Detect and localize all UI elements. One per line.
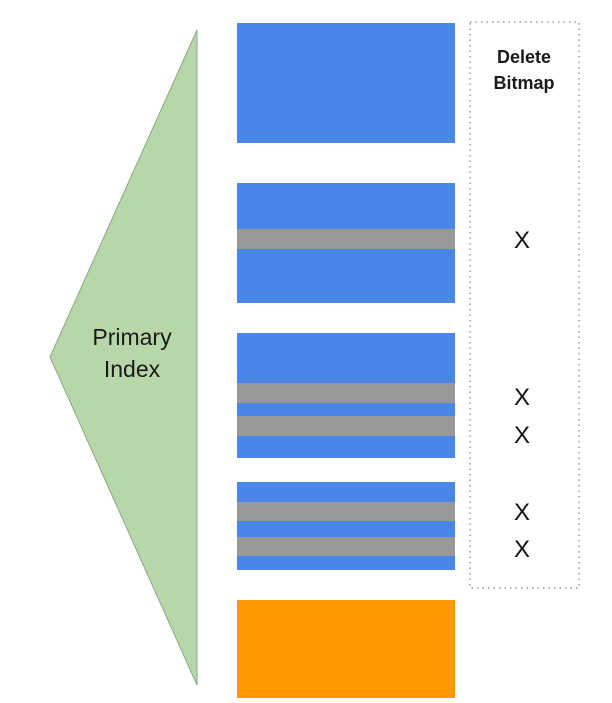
block-2-delete-mark-1: X: [514, 227, 530, 254]
delete-bitmap-title-line1: Delete: [497, 47, 551, 67]
block-2-deleted-row: [237, 229, 455, 249]
block-4-body: [237, 482, 455, 570]
block-3-delete-mark-2: X: [514, 422, 530, 449]
block-3-deleted-row-1: [237, 383, 455, 403]
block-4-delete-mark-1: X: [514, 499, 530, 526]
delete-bitmap-title-line2: Bitmap: [493, 73, 554, 93]
block-1: [237, 23, 455, 143]
block-3-deleted-row-2: [237, 416, 455, 436]
block-4-deleted-row-2: [237, 537, 455, 556]
block-4-delete-mark-2: X: [514, 536, 530, 563]
block-3: X X: [237, 333, 530, 458]
block-5: [237, 600, 455, 698]
block-5-body: [237, 600, 455, 698]
block-4: X X: [237, 482, 530, 570]
primary-index-label-line1: Primary: [92, 324, 172, 350]
block-1-body: [237, 23, 455, 143]
primary-index-label-line2: Index: [104, 356, 161, 382]
delete-bitmap-column: [469, 21, 580, 589]
primary-index-wedge: [49, 29, 198, 686]
block-4-deleted-row-1: [237, 502, 455, 521]
block-3-delete-mark-1: X: [514, 384, 530, 411]
block-2: X: [237, 183, 530, 303]
